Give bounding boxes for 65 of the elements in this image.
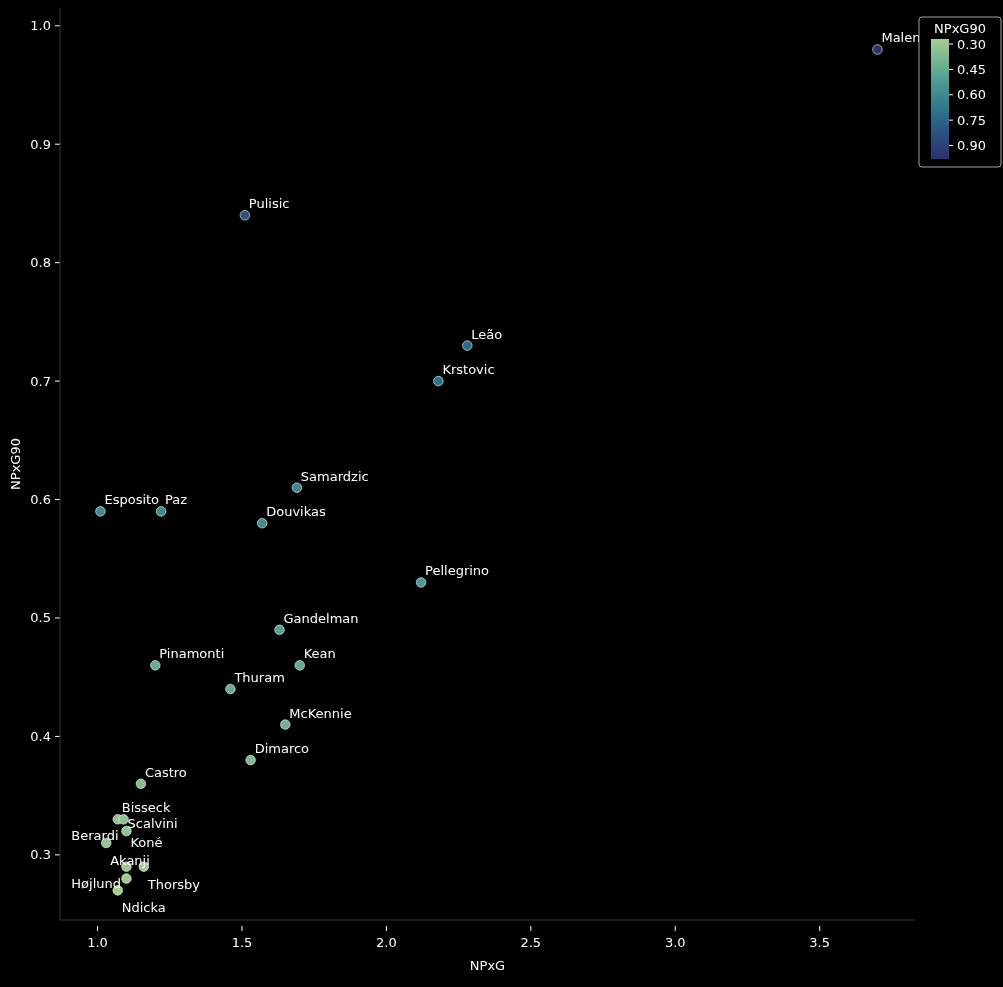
point — [121, 826, 132, 837]
point — [257, 518, 268, 529]
annotation: Berardi — [71, 828, 119, 844]
color-bar-label: 0.75 — [957, 112, 986, 128]
annotation: Akanji — [110, 853, 150, 869]
y-axis-title: NPxG90 — [8, 438, 23, 490]
color-bar-title: NPxG90 — [934, 21, 986, 36]
annotation: Krstovic — [442, 362, 495, 378]
point — [225, 683, 236, 695]
annotation: Esposito — [104, 492, 160, 508]
color-bar-label: 0.60 — [957, 87, 986, 103]
x-axis-title: NPxG — [469, 958, 506, 973]
x-tick-label: 3.5 — [809, 935, 831, 950]
point — [150, 660, 161, 671]
color-bar-label: 0.90 — [957, 137, 986, 153]
annotation: McKennie — [289, 705, 352, 721]
x-tick-label: 1.0 — [87, 935, 108, 950]
annotation: Paz — [165, 492, 188, 508]
annotation: Pinamonti — [159, 646, 225, 662]
annotation: Thuram — [233, 670, 285, 686]
y-tick-label: 0.8 — [30, 255, 51, 271]
annotation: Kean — [303, 646, 336, 662]
x-tick-label: 3.0 — [664, 935, 686, 950]
point — [291, 482, 302, 493]
annotation: Ndicka — [121, 900, 166, 916]
point — [462, 340, 473, 351]
annotation: Pellegrino — [425, 563, 490, 579]
y-tick-label: 0.6 — [30, 492, 51, 508]
color-bar-label: 0.45 — [957, 61, 986, 77]
point — [433, 375, 444, 387]
annotation: Samardzic — [300, 468, 369, 484]
point — [274, 624, 285, 635]
point — [294, 660, 305, 671]
point — [280, 719, 291, 730]
point — [156, 506, 167, 517]
point — [95, 506, 106, 517]
point — [121, 873, 132, 884]
annotation: Douvikas — [266, 504, 326, 520]
annotation: Thorsby — [146, 876, 201, 892]
annotation: Koné — [130, 834, 163, 850]
point — [118, 814, 129, 825]
annotation: Dimarco — [254, 741, 310, 757]
point — [135, 778, 146, 789]
annotation: Leão — [471, 326, 503, 342]
y-tick-label: 1.0 — [30, 18, 51, 34]
color-bar-label: 0.30 — [957, 36, 986, 52]
annotation: Gandelman — [283, 610, 359, 626]
point — [239, 210, 250, 221]
y-tick-label: 0.7 — [30, 373, 51, 389]
y-tick-label: 0.9 — [30, 136, 51, 152]
annotation: Højlund — [71, 875, 122, 891]
x-tick-label: 2.0 — [376, 935, 397, 950]
x-tick-label: 1.5 — [231, 935, 253, 950]
annotation: Bisseck — [121, 800, 171, 816]
x-tick-label: 2.5 — [520, 935, 542, 950]
point — [872, 44, 883, 55]
point — [415, 577, 427, 588]
annotation: Scalvini — [127, 816, 178, 832]
annotation: Malen — [881, 30, 921, 46]
y-tick-label: 0.4 — [30, 728, 51, 744]
point — [245, 755, 256, 766]
annotation: Pulisic — [248, 196, 290, 212]
annotation: Castro — [144, 764, 187, 780]
y-tick-label: 0.5 — [30, 610, 51, 626]
y-tick-label: 0.3 — [30, 847, 51, 863]
